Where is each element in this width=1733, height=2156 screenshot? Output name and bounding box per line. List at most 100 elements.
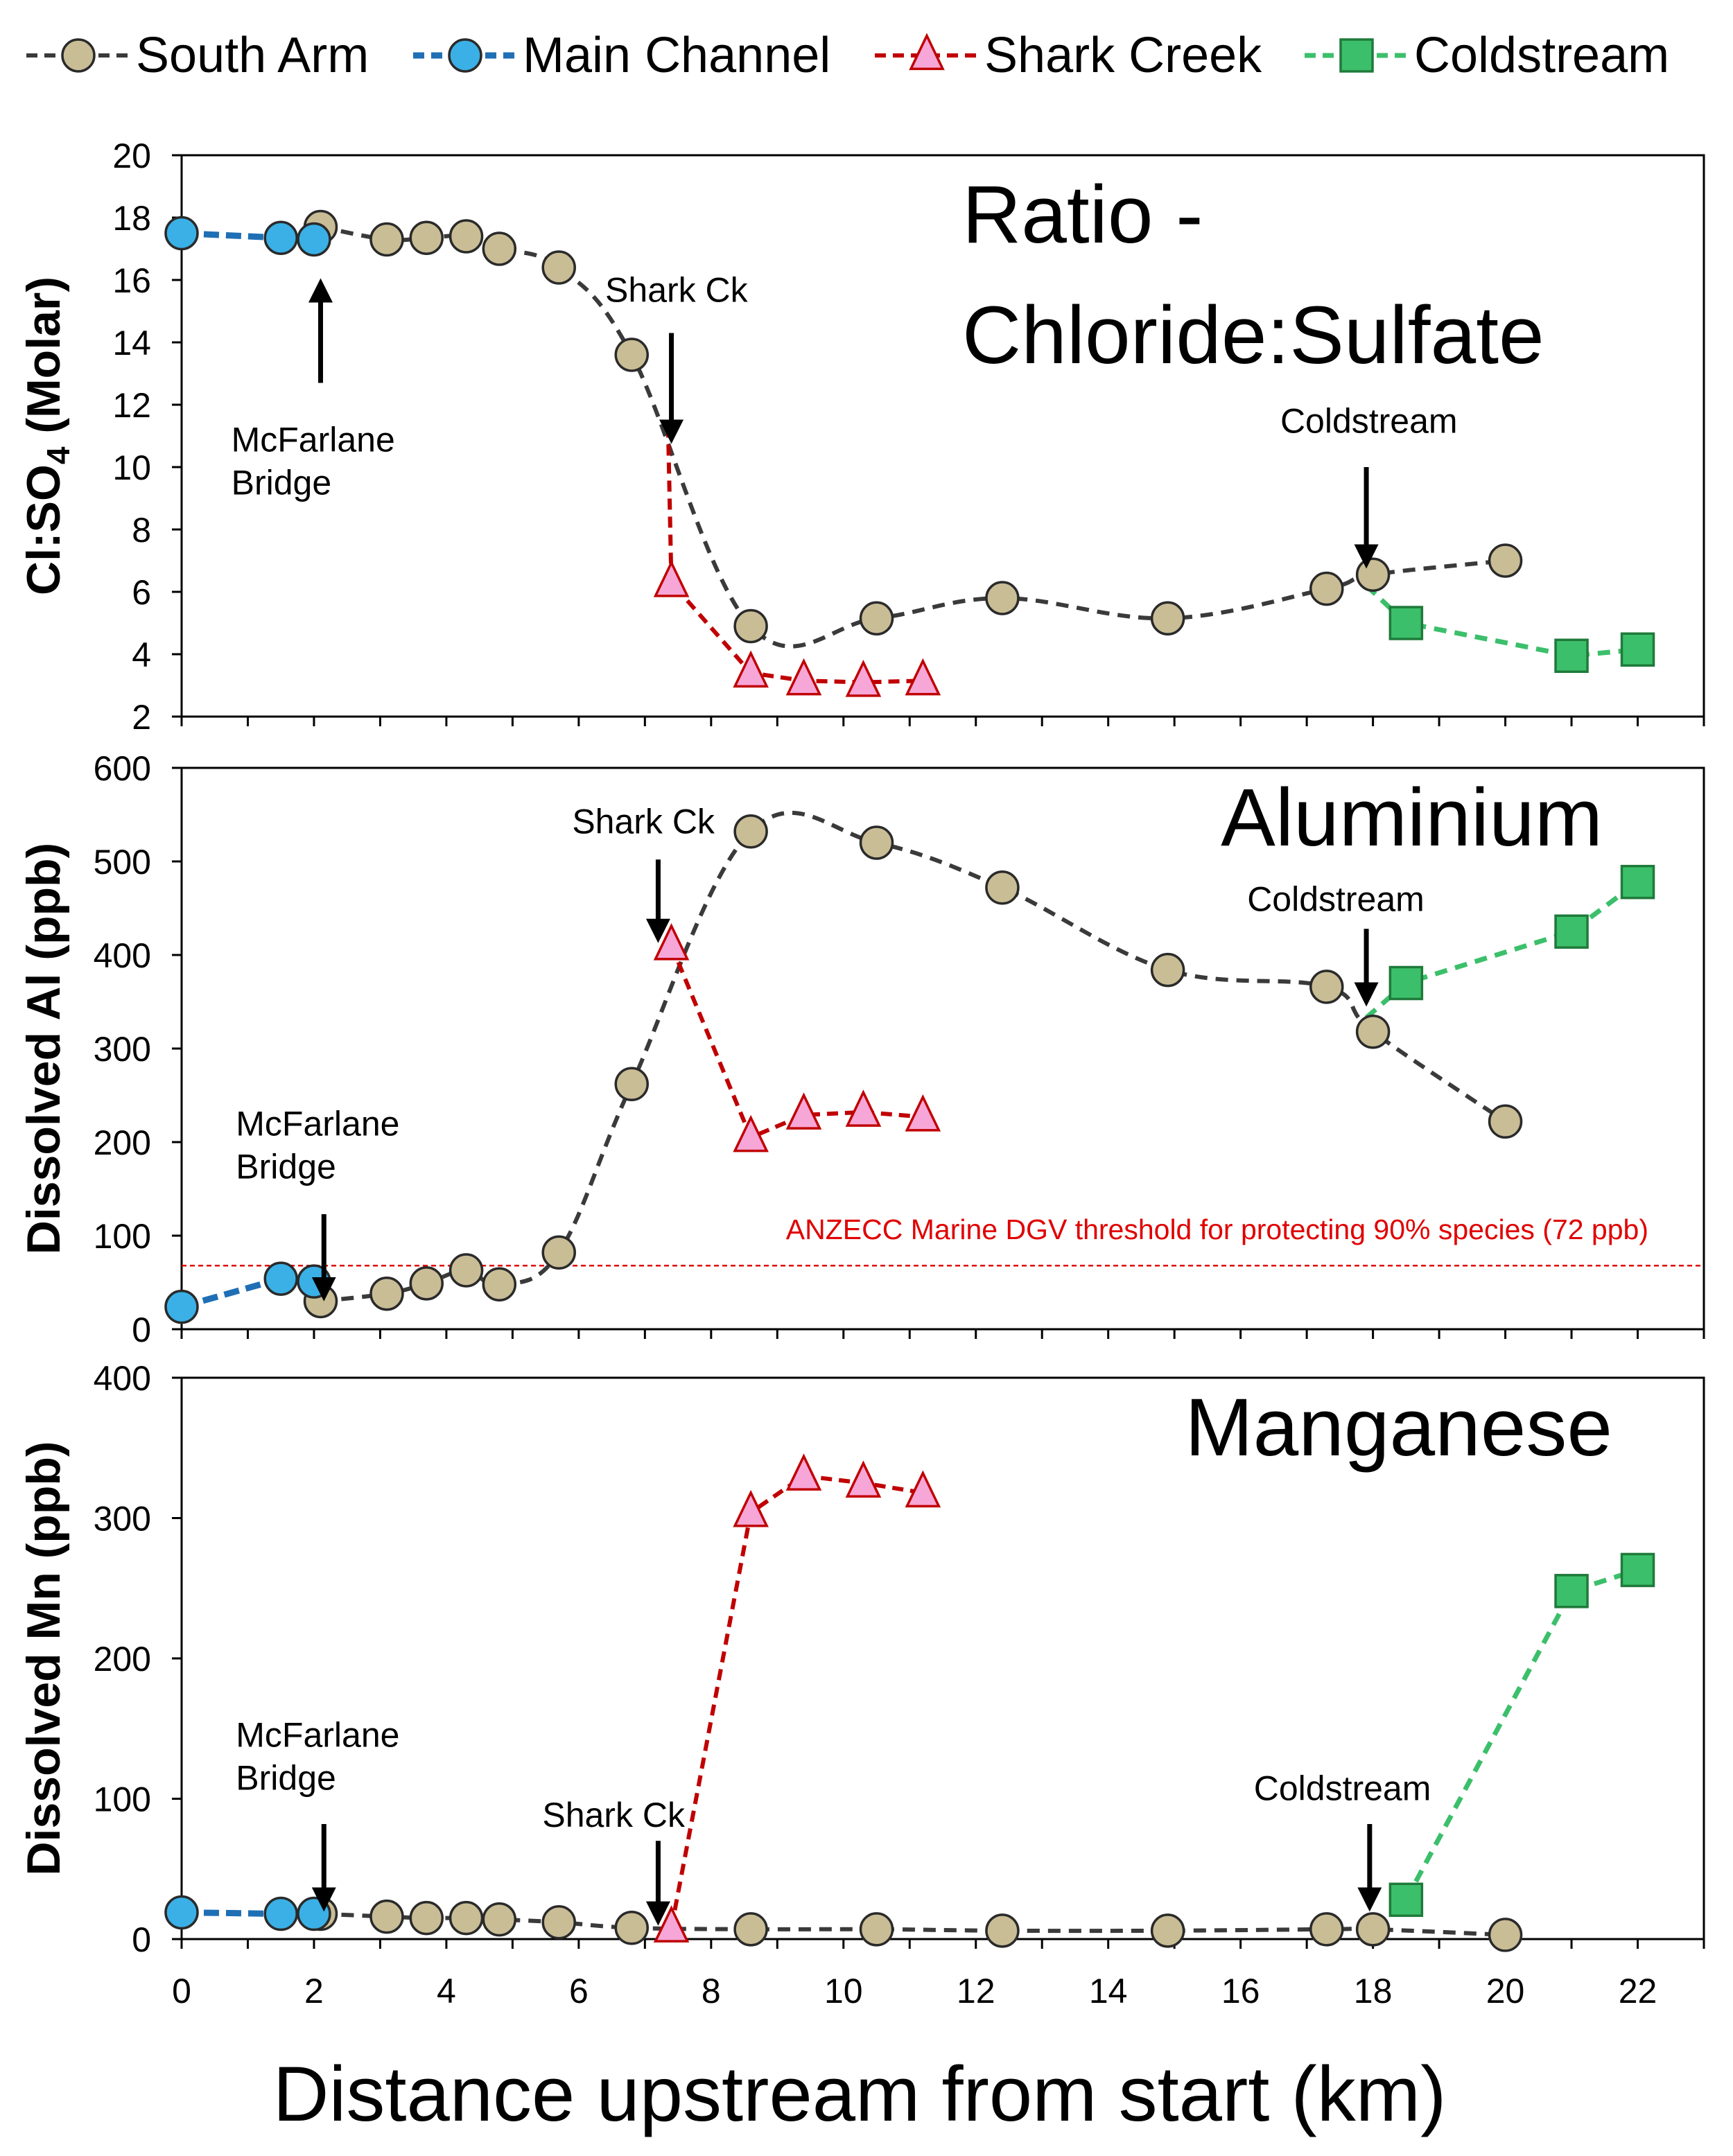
legend-item-coldstream: Coldstream (1305, 28, 1669, 83)
annotation-label: McFarlane (232, 421, 395, 459)
annotation: Coldstream (1254, 1769, 1431, 1912)
y-tick-label: 100 (94, 1780, 151, 1819)
data-point-main-channel (164, 1895, 199, 1930)
data-point-main-channel (263, 220, 298, 255)
x-tick-label: 16 (1221, 1972, 1260, 2010)
legend-item-shark-creek: Shark Creek (875, 28, 1262, 83)
data-point-shark-creek (845, 659, 882, 697)
data-point-shark-creek (785, 658, 822, 696)
annotation-label: McFarlane (236, 1716, 399, 1755)
y-tick-label: 0 (132, 1920, 151, 1959)
y-axis-label: Cl:SO4 (Molar) (17, 277, 76, 595)
annotation-label: Shark Ck (572, 803, 715, 841)
x-axis-label: Distance upstream from start (km) (273, 2051, 1447, 2137)
data-point-south-arm (1488, 1104, 1523, 1139)
y-tick-label: 300 (94, 1500, 151, 1539)
x-tick-label: 22 (1619, 1972, 1657, 2010)
legend-item-main-channel: Main Channel (413, 28, 830, 83)
chart-panel-2: 0 100 200 300 400 500 600 Dissolved Al (ppb) Alu… (17, 749, 1705, 1349)
x-tick-label: 0 (172, 1972, 191, 2010)
y-tick-label: 6 (132, 573, 151, 612)
y-axis-label-part: (Molar) (17, 277, 70, 447)
legend-marker (448, 38, 482, 73)
data-point-coldstream (1388, 606, 1424, 640)
chart-title-line: Ratio - (962, 169, 1203, 261)
data-point-south-arm (733, 814, 768, 849)
annotation-label: Coldstream (1247, 880, 1425, 919)
data-point-shark-creek (905, 1470, 941, 1508)
data-point-south-arm (733, 608, 768, 644)
annotation: Coldstream (1280, 402, 1458, 569)
series-line-shark-creek (669, 945, 923, 1140)
x-tick-label: 2 (304, 1972, 324, 2010)
x-tick-label: 8 (702, 1972, 721, 2010)
legend-marker (909, 33, 945, 71)
annotation-label: Coldstream (1254, 1769, 1431, 1808)
y-axis-label: Dissolved Al (ppb) (17, 843, 70, 1254)
chart-title: Manganese (1185, 1382, 1612, 1473)
data-point-coldstream (1620, 632, 1655, 667)
annotation-label: Bridge (232, 464, 332, 502)
y-axis-label: Dissolved Mn (ppb) (17, 1441, 70, 1875)
x-tick-label: 10 (824, 1972, 863, 2010)
legend-label: Shark Creek (984, 28, 1262, 83)
legend-marker (61, 38, 96, 73)
chart-title-line: Manganese (1185, 1382, 1612, 1473)
data-point-shark-creek (653, 559, 690, 597)
legend-label: Coldstream (1414, 28, 1669, 83)
data-point-main-channel (164, 216, 199, 251)
data-point-shark-creek (845, 1089, 882, 1127)
plot-frame (180, 154, 1705, 718)
annotation: Shark Ck (605, 271, 749, 444)
data-point-shark-creek (905, 1094, 941, 1132)
y-tick-label: 16 (112, 261, 151, 300)
y-tick-label: 200 (94, 1123, 151, 1162)
y-tick-label: 12 (112, 386, 151, 425)
data-point-south-arm (614, 338, 650, 372)
data-point-south-arm (1150, 601, 1185, 636)
annotation: McFarlane Bridge (236, 1716, 399, 1912)
legend-item-south-arm: South Arm (26, 28, 369, 83)
data-point-south-arm (614, 1911, 650, 1945)
data-point-south-arm (1355, 557, 1391, 592)
chart-title: Aluminium (1221, 772, 1603, 864)
y-tick-label: 500 (94, 843, 151, 882)
data-point-south-arm (1309, 970, 1344, 1004)
data-point-south-arm (1488, 1918, 1523, 1952)
annotation: Shark Ck (542, 1796, 686, 1926)
data-point-south-arm (1150, 952, 1185, 988)
data-point-south-arm (859, 825, 894, 860)
data-point-main-channel (263, 1261, 298, 1296)
annotation: Coldstream (1247, 880, 1425, 1007)
data-point-south-arm (985, 581, 1020, 615)
y-axis-label-part: Cl:SO (17, 464, 70, 595)
y-tick-label: 8 (132, 511, 151, 550)
data-point-shark-creek (905, 658, 941, 696)
data-point-coldstream (1620, 864, 1655, 900)
data-point-south-arm (1309, 1912, 1344, 1947)
data-point-south-arm (482, 1267, 517, 1302)
data-point-shark-creek (733, 650, 769, 688)
data-point-coldstream (1554, 638, 1589, 673)
data-point-south-arm (409, 1900, 444, 1936)
x-tick-label: 14 (1089, 1972, 1128, 2010)
data-point-coldstream (1554, 1574, 1589, 1609)
y-tick-label: 100 (94, 1217, 151, 1256)
annotation: McFarlane Bridge (232, 278, 395, 502)
chart-title-line: Aluminium (1221, 772, 1603, 864)
chart-panel-3: 0 100 200 300 400 0 2 4 6 8 10 12 14 16 18 20 22 Dissolve… (17, 1359, 1705, 2010)
data-point-south-arm (449, 1900, 484, 1936)
data-point-south-arm (733, 1912, 768, 1947)
data-point-shark-creek (733, 1489, 769, 1527)
y-tick-label: 400 (94, 1359, 151, 1398)
y-tick-label: 0 (132, 1311, 151, 1349)
data-point-south-arm (409, 1266, 444, 1301)
x-tick-label: 18 (1354, 1972, 1393, 2010)
y-tick-label: 400 (94, 936, 151, 975)
chart-title-line: Chloride:Sulfate (962, 290, 1544, 381)
y-axis-label-part: Dissolved Al (ppb) (17, 843, 70, 1254)
data-point-south-arm (482, 231, 517, 266)
legend-label: South Arm (136, 28, 369, 83)
x-tick-label: 20 (1486, 1972, 1525, 2010)
y-axis-label-part: 4 (40, 446, 76, 464)
